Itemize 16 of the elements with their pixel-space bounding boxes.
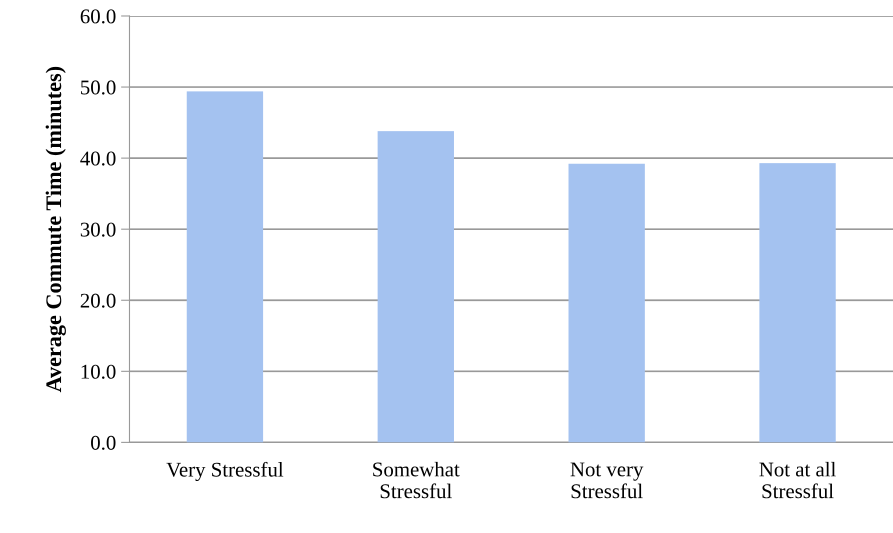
bar [378,131,454,442]
x-tick-label: Not at all Stressful [759,462,836,498]
x-tick-label: Somewhat Stressful [373,462,460,498]
bar [186,91,264,442]
bar [759,163,836,442]
y-tick-label: 40.0 [80,151,116,166]
y-tick-label: 60.0 [80,9,116,24]
y-tick-label: 30.0 [80,222,116,237]
y-tick-label: 20.0 [80,294,116,308]
y-tick-label: 0.0 [91,436,116,450]
y-tick-label: 10.0 [82,364,116,379]
x-tick-label: Not very Stressful [570,462,644,498]
x-tick-label: Very Stressful [166,462,284,481]
y-tick-label: 50.0 [81,80,116,95]
y-axis-title: Average Commute Time (minutes) [46,66,66,392]
bar [568,164,645,442]
